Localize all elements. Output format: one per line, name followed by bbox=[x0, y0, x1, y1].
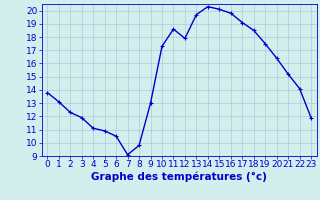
X-axis label: Graphe des températures (°c): Graphe des températures (°c) bbox=[91, 172, 267, 182]
